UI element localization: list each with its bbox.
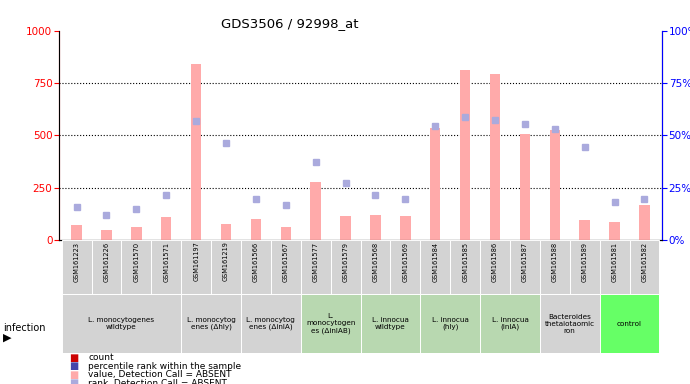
Text: GSM161587: GSM161587	[522, 242, 528, 282]
Text: ■: ■	[69, 378, 78, 384]
Bar	[600, 240, 629, 294]
Text: L. monocytog
enes (ΔinlA): L. monocytog enes (ΔinlA)	[246, 317, 295, 330]
Text: GSM161568: GSM161568	[373, 242, 379, 282]
Text: L. innocua
(inlA): L. innocua (inlA)	[491, 317, 529, 330]
Text: GSM161569: GSM161569	[402, 242, 408, 281]
Bar	[92, 240, 121, 294]
Bar	[480, 294, 540, 353]
Bar	[331, 240, 360, 294]
Bar	[281, 227, 291, 240]
Bar	[580, 220, 590, 240]
Bar	[250, 219, 261, 240]
Text: GDS3506 / 92998_at: GDS3506 / 92998_at	[221, 17, 359, 30]
Bar	[191, 64, 201, 240]
Bar	[510, 240, 540, 294]
Bar	[241, 294, 301, 353]
Bar	[460, 71, 471, 240]
Text: ▶: ▶	[3, 333, 12, 343]
Bar	[490, 74, 500, 240]
Text: count: count	[88, 353, 114, 362]
Bar	[310, 182, 321, 240]
Text: GSM161582: GSM161582	[642, 242, 647, 282]
Bar	[181, 240, 211, 294]
Bar	[181, 294, 241, 353]
Bar	[629, 240, 660, 294]
Bar	[301, 240, 331, 294]
Bar	[609, 222, 620, 240]
Bar	[520, 134, 530, 240]
Text: GSM161567: GSM161567	[283, 242, 289, 282]
Bar	[570, 240, 600, 294]
Text: GSM161581: GSM161581	[611, 242, 618, 281]
Bar	[301, 294, 360, 353]
Bar	[71, 225, 82, 240]
Text: GSM161579: GSM161579	[342, 242, 348, 281]
Bar	[360, 294, 420, 353]
Bar	[61, 240, 92, 294]
Text: ■: ■	[69, 361, 78, 371]
Text: L.
monocytogen
es (ΔinlAB): L. monocytogen es (ΔinlAB)	[306, 313, 355, 334]
Text: L. monocytog
enes (Δhly): L. monocytog enes (Δhly)	[186, 317, 235, 330]
Bar	[161, 217, 172, 240]
Bar	[221, 224, 231, 240]
Text: GSM161588: GSM161588	[552, 242, 558, 282]
Text: L. monocytogenes
wildtype: L. monocytogenes wildtype	[88, 317, 155, 330]
Text: GSM161223: GSM161223	[74, 242, 79, 281]
Text: GSM161566: GSM161566	[253, 242, 259, 282]
Text: GSM161584: GSM161584	[432, 242, 438, 282]
Bar	[271, 240, 301, 294]
Bar	[400, 216, 411, 240]
Bar	[211, 240, 241, 294]
Bar	[121, 240, 151, 294]
Text: value, Detection Call = ABSENT: value, Detection Call = ABSENT	[88, 370, 232, 379]
Text: GSM161586: GSM161586	[492, 242, 498, 282]
Bar	[391, 240, 420, 294]
Bar	[540, 294, 600, 353]
Text: L. innocua
wildtype: L. innocua wildtype	[372, 317, 409, 330]
Bar	[480, 240, 510, 294]
Bar	[340, 216, 351, 240]
Bar	[639, 205, 650, 240]
Text: percentile rank within the sample: percentile rank within the sample	[88, 362, 242, 371]
Bar	[549, 130, 560, 240]
Text: GSM161219: GSM161219	[223, 242, 229, 281]
Bar	[101, 230, 112, 240]
Bar	[540, 240, 570, 294]
Text: infection: infection	[3, 323, 46, 333]
Text: GSM161571: GSM161571	[164, 242, 169, 281]
Bar	[420, 240, 450, 294]
Bar	[600, 294, 660, 353]
Text: GSM161226: GSM161226	[104, 242, 110, 282]
Bar	[241, 240, 271, 294]
Text: GSM161577: GSM161577	[313, 242, 319, 282]
Text: GSM161570: GSM161570	[133, 242, 139, 282]
Bar	[61, 294, 181, 353]
Bar	[371, 215, 381, 240]
Text: ■: ■	[69, 353, 78, 363]
Bar	[450, 240, 480, 294]
Text: GSM161197: GSM161197	[193, 242, 199, 281]
Text: GSM161585: GSM161585	[462, 242, 468, 282]
Text: Bacteroides
thetaiotaomic
ron: Bacteroides thetaiotaomic ron	[544, 313, 595, 334]
Bar	[151, 240, 181, 294]
Bar	[420, 294, 480, 353]
Text: control: control	[617, 321, 642, 326]
Bar	[430, 128, 440, 240]
Text: GSM161589: GSM161589	[582, 242, 588, 281]
Text: ■: ■	[69, 370, 78, 380]
Bar	[131, 227, 141, 240]
Text: L. innocua
(hly): L. innocua (hly)	[432, 317, 469, 330]
Bar	[360, 240, 391, 294]
Text: rank, Detection Call = ABSENT: rank, Detection Call = ABSENT	[88, 379, 227, 384]
